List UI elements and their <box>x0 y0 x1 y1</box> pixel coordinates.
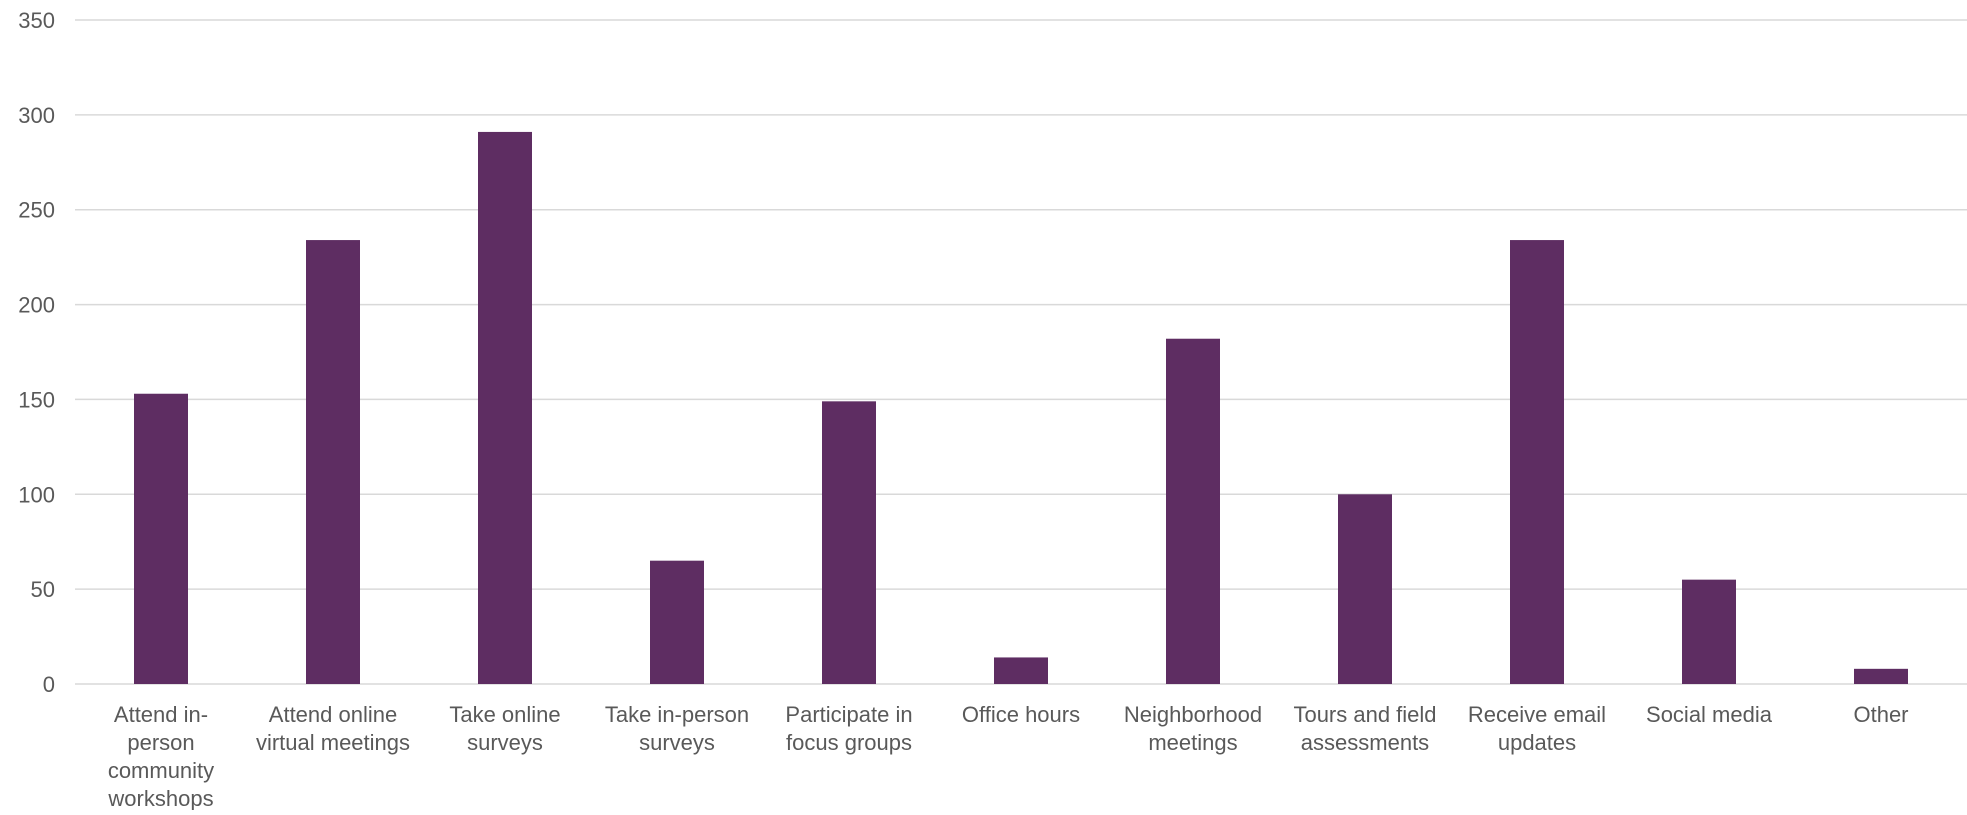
x-tick-label: Other <box>1853 702 1908 727</box>
x-tick-label-line: Attend in- <box>114 702 208 727</box>
x-tick-label-line: community <box>108 758 214 783</box>
x-tick-label: Attend in-person community workshops <box>107 702 214 810</box>
x-tick-label-line: Neighborhood <box>1124 702 1262 727</box>
x-tick-label-line: person <box>127 730 194 755</box>
bar <box>994 657 1048 684</box>
gridlines <box>75 19 1967 685</box>
x-tick-label-line: Office hours <box>962 702 1080 727</box>
x-tick-label-line: Attend online <box>269 702 397 727</box>
x-tick-label: Neighborhood meetings <box>1124 702 1262 755</box>
x-tick-label: Take in-person surveys <box>605 702 749 755</box>
y-tick-label: 0 <box>43 672 55 697</box>
y-tick-label: 150 <box>18 387 55 412</box>
bar <box>1682 579 1736 684</box>
x-tick-label-line: Take in-person <box>605 702 749 727</box>
y-tick-label: 200 <box>18 293 55 318</box>
bars <box>134 131 1908 685</box>
x-tick-label: Tours and field assessments <box>1293 702 1436 755</box>
y-tick-label: 250 <box>18 198 55 223</box>
x-tick-label-line: meetings <box>1148 730 1237 755</box>
y-tick-label: 350 <box>18 8 55 33</box>
bar <box>1166 338 1220 684</box>
x-tick-label-line: Receive email <box>1468 702 1606 727</box>
x-tick-label-line: surveys <box>467 730 543 755</box>
bar <box>306 240 360 684</box>
bar <box>478 131 532 685</box>
x-axis-tick-labels: Attend in-person community workshopsAttend… <box>107 702 1908 811</box>
x-tick-label-line: assessments <box>1301 730 1429 755</box>
x-tick-label-line: updates <box>1498 730 1576 755</box>
x-tick-label: Participate in focus groups <box>785 702 912 755</box>
x-tick-label: Attend online virtual meetings <box>256 702 410 755</box>
x-tick-label-line: surveys <box>639 730 715 755</box>
x-tick-label: Social media <box>1646 702 1773 727</box>
x-tick-label-line: focus groups <box>786 730 912 755</box>
x-tick-label-line: workshops <box>107 786 213 810</box>
bar <box>1510 240 1564 684</box>
bar <box>134 393 188 684</box>
bar <box>1338 494 1392 684</box>
x-tick-label-line: virtual meetings <box>256 730 410 755</box>
x-tick-label-line: Take online <box>449 702 560 727</box>
x-tick-label: Office hours <box>962 702 1080 727</box>
x-tick-label-line: Social media <box>1646 702 1773 727</box>
x-tick-label: Receive email updates <box>1468 702 1606 755</box>
x-tick-label: Take online surveys <box>449 702 560 755</box>
x-tick-label-line: Tours and field <box>1293 702 1436 727</box>
bar <box>650 560 704 684</box>
y-tick-label: 100 <box>18 482 55 507</box>
bar <box>1854 668 1908 684</box>
x-tick-label-line: Participate in <box>785 702 912 727</box>
y-axis-tick-labels: 0 50 100 150 200 250 300 350 <box>18 8 55 697</box>
x-tick-label-line: Other <box>1853 702 1908 727</box>
y-tick-label: 50 <box>31 577 55 602</box>
y-tick-label: 300 <box>18 103 55 128</box>
bar <box>822 401 876 684</box>
